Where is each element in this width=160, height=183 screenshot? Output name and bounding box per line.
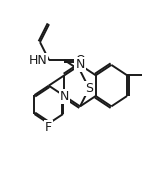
Text: S: S [85,82,93,95]
Text: F: F [45,122,52,135]
Text: N: N [60,89,69,102]
Text: O: O [75,54,85,67]
Text: N: N [75,58,85,71]
Text: HN: HN [28,54,47,67]
